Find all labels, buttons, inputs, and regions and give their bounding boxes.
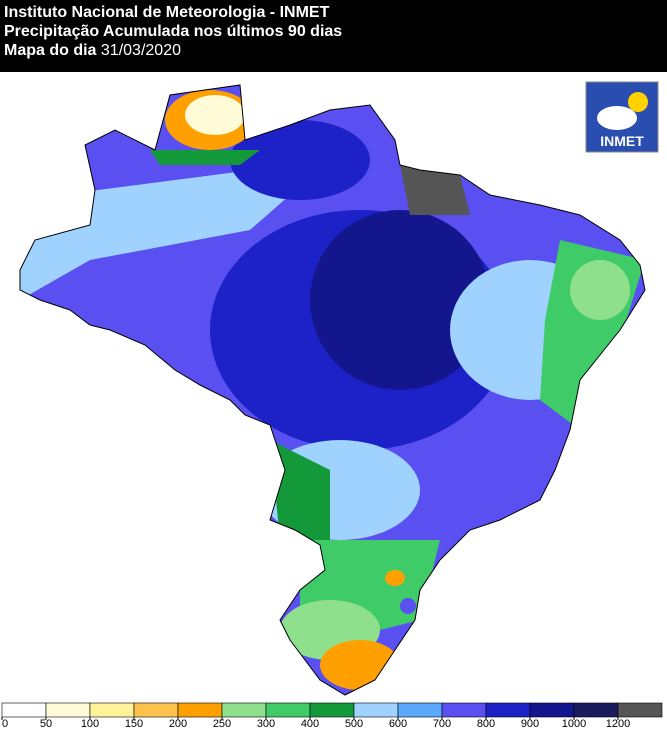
- legend-swatch: [177, 702, 223, 718]
- legend-swatch: [397, 702, 443, 718]
- legend-swatch: [529, 702, 575, 718]
- legend-swatch: [441, 702, 487, 718]
- legend-label: 1000: [562, 718, 586, 730]
- legend-label: 700: [433, 718, 451, 730]
- logo-text: INMET: [600, 133, 644, 149]
- legend-swatch: [617, 702, 663, 718]
- legend: 0 50 100 150 200 250 300 400 500 600 700 800 900 1000…: [1, 702, 663, 730]
- legend-swatch: [45, 702, 91, 718]
- legend-swatch: [485, 702, 531, 718]
- legend-swatch: [89, 702, 135, 718]
- legend-label: 500: [345, 718, 363, 730]
- legend-swatch: [573, 702, 619, 718]
- legend-label: 300: [257, 718, 275, 730]
- header: Instituto Nacional de Meteorologia - INM…: [0, 0, 667, 72]
- legend-swatch: [133, 702, 179, 718]
- legend-swatch: [353, 702, 399, 718]
- date: 31/03/2020: [100, 42, 181, 59]
- legend-label: 900: [521, 718, 539, 730]
- legend-label: 200: [169, 718, 187, 730]
- legend-swatch: [265, 702, 311, 718]
- legend-label: 50: [40, 718, 52, 730]
- title: Instituto Nacional de Meteorologia - INM…: [4, 4, 330, 21]
- precip-field: [20, 85, 645, 695]
- legend-label: 1200: [606, 718, 630, 730]
- legend-label: 0: [2, 718, 8, 730]
- legend-label: 800: [477, 718, 495, 730]
- legend-swatch: [1, 702, 47, 718]
- legend-label: 400: [301, 718, 319, 730]
- legend-label: 150: [125, 718, 143, 730]
- legend-label: 600: [389, 718, 407, 730]
- legend-label: 250: [213, 718, 231, 730]
- date-label: Mapa do dia: [4, 42, 97, 59]
- legend-swatch: [309, 702, 355, 718]
- legend-swatch: [221, 702, 267, 718]
- legend-label: 100: [81, 718, 99, 730]
- date-line: Mapa do dia 31/03/2020: [4, 41, 667, 60]
- subtitle: Precipitação Acumulada nos últimos 90 di…: [4, 23, 343, 40]
